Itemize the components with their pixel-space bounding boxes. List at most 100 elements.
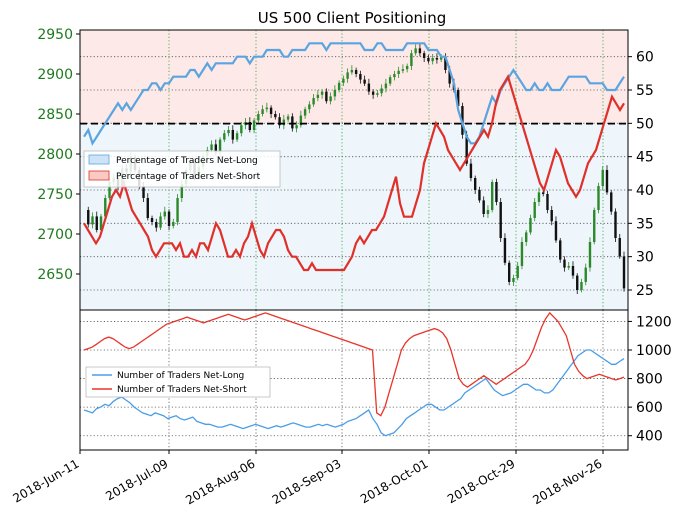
candle-body (235, 133, 239, 140)
price-tick-label: 2850 (37, 107, 73, 123)
top-panel: 2650 2700 2750 2800 2850 2900 2950 25 30 35 40 45 5… (37, 27, 654, 311)
date-tick-label: 2018-Nov-26 (530, 456, 604, 507)
candle-body (482, 200, 485, 214)
candle-body (150, 218, 154, 222)
count-tick-label: 800 (636, 372, 663, 388)
candle-body (346, 72, 349, 79)
candle-body (218, 139, 222, 153)
candle-body (384, 83, 388, 89)
candle-body (210, 144, 213, 150)
candle-body (261, 109, 264, 114)
candle-body (354, 70, 358, 74)
candle-body (473, 178, 477, 190)
net-short-pct-legend-label: Percentage of Traders Net-Short (116, 172, 261, 182)
price-tick-label: 2800 (37, 147, 73, 163)
pct-tick-label: 45 (636, 150, 654, 166)
candle-body (571, 266, 575, 276)
candle-body (87, 210, 90, 225)
pct-tick-label: 35 (636, 216, 654, 232)
candle-body (444, 56, 447, 70)
net-long-pct-line (83, 42, 625, 146)
candle-body (393, 74, 396, 78)
candle-body (567, 266, 570, 268)
candle-body (490, 182, 494, 210)
pct-tick-label: 30 (636, 250, 654, 266)
candle-body (320, 91, 324, 95)
price-tick-label: 2750 (37, 187, 73, 203)
candle-body (529, 218, 532, 233)
candle-body (401, 69, 405, 71)
candle-body (559, 240, 562, 260)
candle-body (146, 198, 149, 218)
net-long-count-line (83, 349, 625, 437)
candle-body (308, 104, 311, 110)
candle-body (359, 74, 362, 80)
candle-body (499, 202, 502, 238)
candle-body (597, 186, 600, 210)
bottom-legend: Number of Traders Net-Long Number of Tra… (85, 366, 271, 398)
date-tick-label: 2018-Oct-29 (445, 456, 517, 506)
candle-body (231, 130, 235, 140)
net-short-count-legend-label: Number of Traders Net-Short (117, 385, 247, 395)
pct-tick-label: 25 (636, 283, 654, 299)
candle-body (435, 58, 439, 60)
net-short-zone (80, 30, 628, 124)
candle-body (563, 259, 566, 268)
candle-body (486, 210, 490, 214)
candle-body (516, 266, 519, 278)
candle-body (410, 53, 413, 66)
candle-body (388, 77, 392, 84)
candle-body (588, 242, 592, 268)
candle-body (282, 119, 286, 126)
candle-body (418, 48, 422, 54)
candle-body (542, 192, 545, 194)
net-long-count-legend-label: Number of Traders Net-Long (117, 371, 244, 381)
net-long-pct-swatch (88, 154, 110, 165)
candle-body (367, 83, 371, 92)
candle-body (376, 93, 379, 95)
candle-body (520, 242, 524, 266)
candle-body (448, 70, 451, 84)
bottom-panel-frame (79, 309, 629, 451)
candle-body (525, 232, 528, 242)
candle-body (601, 170, 604, 186)
candle-body (478, 190, 481, 201)
candle-body (371, 91, 375, 95)
candle-body (537, 192, 541, 202)
count-tick-label: 1000 (636, 343, 672, 359)
candle-body (286, 116, 290, 120)
candle-body (507, 262, 511, 282)
candle-body (167, 211, 171, 226)
candle-body (257, 114, 260, 121)
net-short-pct-swatch (88, 170, 110, 181)
candle-body (363, 79, 366, 84)
candle-body (303, 109, 307, 116)
candle-body (248, 122, 252, 130)
pct-tick-label: 55 (636, 83, 654, 99)
net-short-count-line (83, 311, 625, 417)
candle-body (576, 275, 579, 290)
candle-body (274, 114, 277, 118)
price-tick-label: 2900 (37, 67, 73, 83)
candle-body (278, 117, 281, 126)
candle-body (405, 66, 409, 70)
candle-body (99, 216, 103, 230)
net-long-pct-legend-label: Percentage of Traders Net-Long (116, 156, 258, 166)
candle-body (456, 90, 460, 106)
candle-body (172, 222, 175, 226)
candle-body (495, 182, 498, 202)
candle-body (618, 238, 621, 257)
candle-body (104, 198, 107, 217)
candle-body (427, 58, 430, 62)
candle-body (469, 163, 473, 178)
date-axis: 2018-Jun-11 2018-Jul-09 2018-Aug-06 2018-Se… (11, 450, 605, 507)
date-tick-label: 2018-Jun-11 (11, 456, 82, 505)
candle-body (614, 211, 617, 238)
count-tick-label: 600 (636, 400, 663, 416)
candle-body (108, 182, 111, 198)
candle-body (333, 90, 337, 97)
candle-body (414, 48, 417, 54)
candle-body (439, 56, 443, 60)
candle-body (176, 198, 179, 222)
